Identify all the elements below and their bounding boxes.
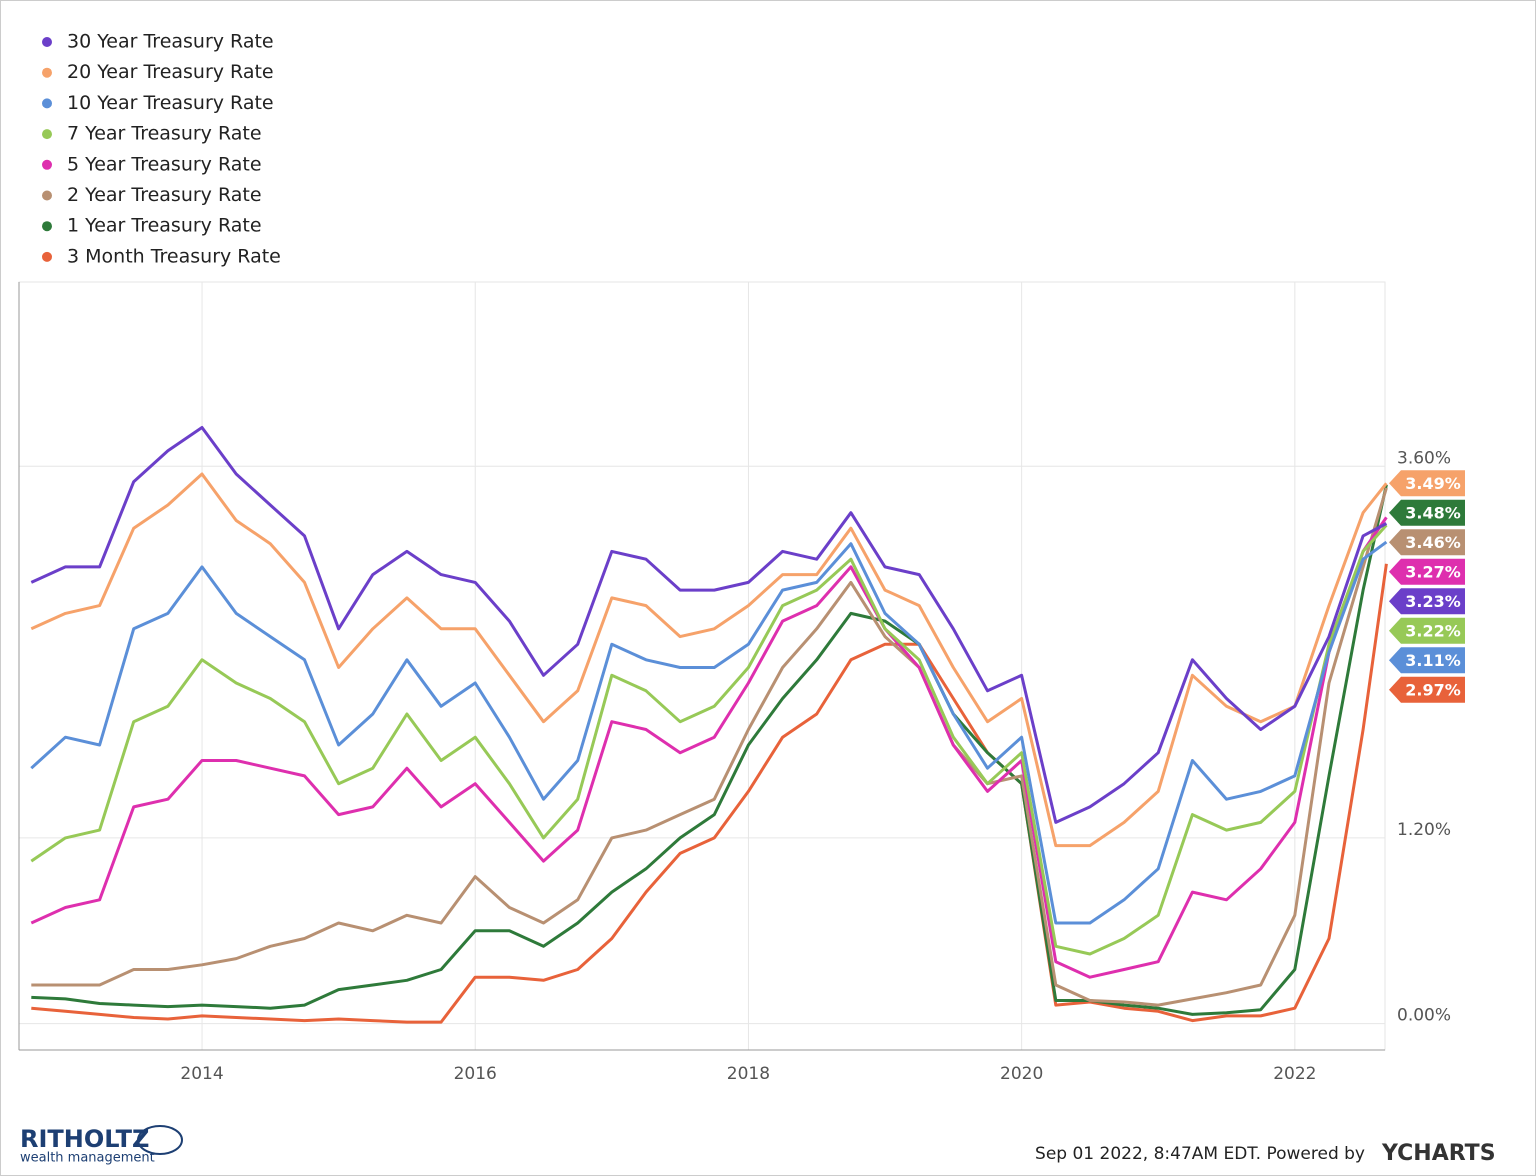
end-label-text: 3.11% bbox=[1405, 651, 1461, 670]
x-tick-label: 2016 bbox=[454, 1064, 497, 1084]
end-label-box bbox=[1389, 617, 1465, 644]
y-tick-label: 0.00% bbox=[1397, 1006, 1451, 1026]
legend-marker bbox=[42, 37, 52, 47]
x-tick-label: 2018 bbox=[727, 1064, 770, 1084]
series-line bbox=[30, 516, 1388, 979]
end-label-box bbox=[1389, 676, 1465, 703]
legend-label: 20 Year Treasury Rate bbox=[67, 61, 274, 83]
legend-marker bbox=[42, 190, 52, 201]
end-label-text: 3.48% bbox=[1405, 503, 1461, 522]
legend-label: 7 Year Treasury Rate bbox=[67, 123, 262, 145]
series-line bbox=[31, 563, 1388, 1024]
x-tick-label: 2022 bbox=[1273, 1064, 1316, 1084]
end-label: 3.22% bbox=[1389, 617, 1465, 644]
timestamp: Sep 01 2022, 8:47AM EDT. Powered by bbox=[1035, 1144, 1365, 1164]
end-label-box bbox=[1389, 470, 1465, 497]
series-line bbox=[30, 524, 1388, 956]
series-line bbox=[30, 426, 1388, 824]
series-line bbox=[31, 484, 1388, 1016]
end-label: 3.48% bbox=[1389, 499, 1465, 526]
legend-label: 1 Year Treasury Rate bbox=[67, 215, 262, 237]
end-label-text: 3.23% bbox=[1405, 592, 1461, 611]
legend-label: 5 Year Treasury Rate bbox=[67, 153, 262, 175]
legend-label: 3 Month Treasury Rate bbox=[67, 245, 281, 267]
legend-label: 30 Year Treasury Rate bbox=[67, 31, 274, 53]
series-line bbox=[30, 540, 1388, 925]
end-label: 3.49% bbox=[1389, 470, 1465, 497]
end-label: 3.23% bbox=[1389, 588, 1465, 615]
legend-marker bbox=[42, 159, 52, 170]
series-line bbox=[31, 487, 1388, 1007]
legend-marker bbox=[42, 221, 52, 232]
end-label-text: 3.46% bbox=[1405, 533, 1461, 552]
source: YCHARTS bbox=[1381, 1141, 1496, 1166]
end-label-box bbox=[1389, 529, 1465, 556]
y-tick-label: 3.60% bbox=[1397, 448, 1451, 468]
end-label-box bbox=[1389, 558, 1465, 585]
end-label: 3.11% bbox=[1389, 647, 1465, 674]
end-label: 2.97% bbox=[1389, 676, 1465, 703]
brand-sub: wealth management bbox=[20, 1151, 155, 1166]
series-line bbox=[30, 472, 1388, 848]
end-label-text: 3.22% bbox=[1405, 621, 1461, 640]
end-label-box bbox=[1389, 647, 1465, 674]
end-label-box bbox=[1389, 588, 1465, 615]
legend-label: 10 Year Treasury Rate bbox=[67, 92, 274, 114]
x-tick-label: 2020 bbox=[1000, 1064, 1043, 1084]
brand-logo bbox=[137, 1125, 183, 1155]
y-tick-label: 1.20% bbox=[1397, 820, 1451, 840]
end-label-text: 3.27% bbox=[1405, 562, 1461, 581]
brand: RITHOLTZ bbox=[20, 1125, 149, 1153]
end-label-box bbox=[1389, 499, 1465, 526]
legend-marker bbox=[42, 129, 52, 140]
end-label: 3.27% bbox=[1389, 558, 1465, 585]
end-label: 3.46% bbox=[1389, 529, 1465, 556]
end-label-text: 3.49% bbox=[1405, 474, 1461, 493]
x-tick-label: 2014 bbox=[180, 1064, 223, 1084]
legend-marker bbox=[42, 98, 52, 109]
legend-marker bbox=[42, 251, 52, 262]
legend-label: 2 Year Treasury Rate bbox=[67, 184, 262, 206]
end-label-text: 2.97% bbox=[1405, 680, 1461, 699]
legend-marker bbox=[42, 67, 52, 78]
